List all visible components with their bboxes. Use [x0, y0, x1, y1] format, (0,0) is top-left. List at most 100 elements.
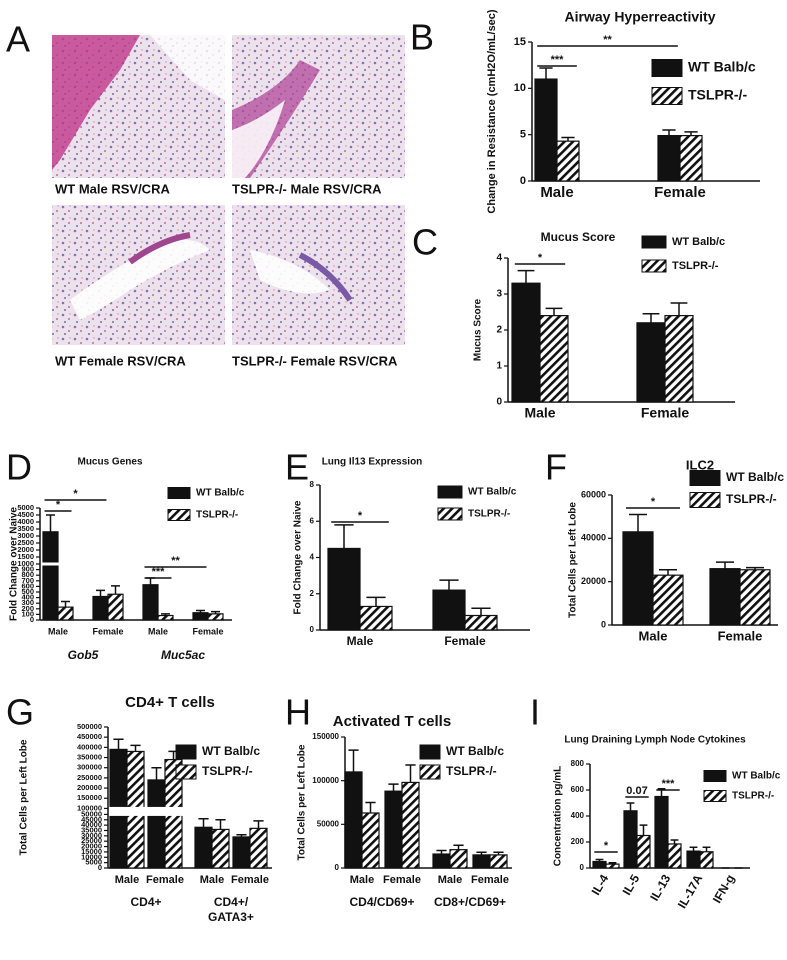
significance-label: *** — [152, 566, 166, 578]
chart-title: Lung Draining Lymph Node Cytokines — [564, 735, 746, 746]
y-tick-label: 5000 — [85, 858, 102, 867]
chart-title: Mucus Score — [541, 230, 616, 244]
error-bar — [561, 136, 575, 142]
y-tick-label: 0 — [580, 863, 585, 872]
error-bar — [61, 600, 70, 608]
bar — [361, 812, 380, 869]
y-tick-label: 20000 — [581, 576, 606, 586]
lumen — [232, 100, 285, 178]
legend-label: TSLPR-/- — [688, 87, 747, 103]
x-tick-label: Male — [48, 626, 68, 636]
y-tick-label: 4000 — [17, 517, 34, 526]
bar — [249, 827, 268, 869]
significance-label: ** — [171, 555, 180, 567]
x-tick-label: Female — [641, 405, 689, 421]
y-tick-label: 50000 — [317, 819, 340, 828]
y-tick-label: 1500 — [17, 552, 34, 561]
lumen — [70, 240, 210, 320]
legend-swatch — [419, 764, 441, 780]
y-tick-label: 50000 — [81, 809, 102, 818]
error-bar — [670, 302, 688, 316]
bar — [556, 140, 580, 182]
y-axis-label: Change in Resistance (cmH2O/mL/sec) — [486, 9, 498, 214]
panel-letter: H — [285, 692, 311, 733]
y-tick-label: 1000 — [17, 559, 34, 568]
y-tick-label: 0 — [335, 863, 340, 872]
x-tick-label: Female — [718, 628, 763, 643]
y-tick-label: 10000 — [81, 852, 102, 861]
legend-swatch — [641, 259, 667, 273]
image-caption: WT Male RSV/CRA — [55, 181, 170, 196]
y-axis-label: Fold Change over Naive — [9, 507, 20, 621]
error-bar — [215, 819, 226, 830]
y-tick-label: 3000 — [17, 531, 34, 540]
group-label: CD4+/ — [214, 895, 249, 909]
bar — [107, 593, 124, 621]
y-tick-label: 500 — [21, 587, 34, 596]
group-label: GATA3+ — [208, 910, 254, 924]
bar — [534, 78, 558, 182]
y-tick-label: 0 — [601, 619, 606, 629]
legend-label: WT Balb/c — [732, 771, 781, 782]
error-bar — [46, 514, 55, 532]
error-bar — [436, 849, 447, 855]
panel-letter: G — [6, 692, 34, 733]
bar — [327, 547, 361, 631]
group-label: CD4/CD69+ — [349, 895, 414, 909]
y-tick-label: 40000 — [81, 820, 102, 829]
histology-panels: WT Male RSV/CRA TSLPR-/- Male RSV/CRA WT… — [52, 35, 405, 368]
error-bar — [689, 846, 698, 852]
y-tick-label: 0 — [496, 397, 502, 408]
chart-title: ILC2 — [686, 457, 714, 472]
legend-label: WT Balb/c — [726, 470, 784, 484]
y-tick-label: 2 — [310, 589, 315, 598]
significance-label: * — [56, 499, 61, 511]
panel-letter: B — [410, 17, 434, 58]
x-tick-label: Female — [383, 874, 421, 886]
y-tick-label: 20000 — [81, 842, 102, 851]
error-bar — [111, 585, 120, 595]
x-tick-label: Female — [146, 874, 184, 886]
bar — [464, 614, 498, 631]
bar — [232, 836, 251, 869]
legend-swatch — [437, 485, 463, 499]
error-bar — [517, 269, 535, 284]
bar — [57, 606, 74, 621]
y-tick-label: 8 — [310, 480, 315, 489]
error-bar — [659, 569, 677, 576]
axis-break — [109, 806, 273, 816]
error-bar — [236, 834, 247, 837]
error-bar — [539, 67, 553, 80]
y-tick-label: 300 — [21, 598, 34, 607]
chart-title: Mucus Genes — [77, 457, 142, 468]
legend-swatch — [167, 487, 191, 499]
y-tick-label: 4 — [310, 553, 315, 562]
bar — [192, 612, 209, 621]
error-bar — [366, 596, 386, 607]
y-tick-label: 2 — [496, 325, 502, 336]
bar — [344, 771, 363, 869]
panel-letter: E — [285, 447, 309, 488]
bar — [636, 322, 666, 403]
bar — [92, 595, 109, 621]
bar — [657, 134, 681, 182]
legend-label: WT Balb/c — [202, 744, 260, 758]
significance-label: * — [651, 496, 656, 508]
y-tick-label: 600 — [21, 581, 34, 590]
image-caption: TSLPR-/- Male RSV/CRA — [232, 181, 382, 196]
legend-label: TSLPR-/- — [672, 260, 719, 272]
bar — [623, 810, 638, 869]
tissue-stain — [298, 252, 353, 302]
y-tick-label: 3 — [496, 289, 502, 300]
bar — [511, 282, 541, 403]
error-bar — [211, 610, 220, 614]
legend-label: WT Balb/c — [688, 59, 756, 75]
bar — [401, 781, 420, 869]
error-bar — [476, 851, 487, 855]
y-tick-label: 400 — [21, 593, 34, 602]
bar — [652, 574, 684, 626]
y-axis-label: Total Cells per Left Lobe — [19, 739, 30, 855]
bar — [539, 315, 569, 403]
y-tick-label: 0 — [30, 615, 34, 624]
y-tick-label: 4500 — [17, 510, 34, 519]
